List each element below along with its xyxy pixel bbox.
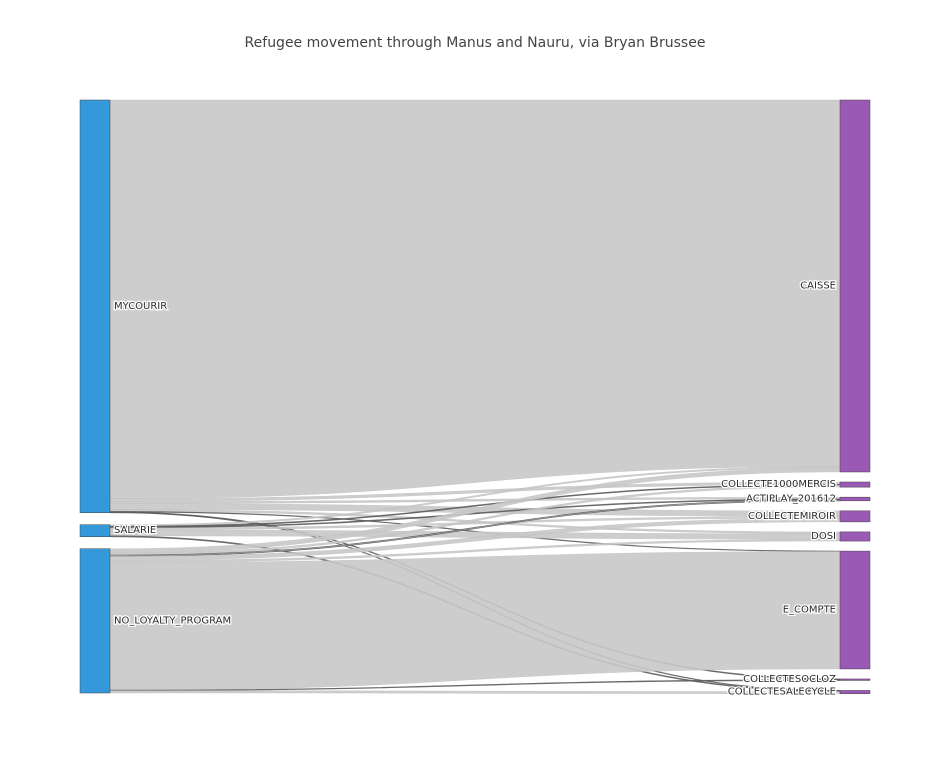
node-collectesocloz[interactable] [839,678,871,681]
node-collectemiroir[interactable] [839,510,871,523]
node-collecte1000mercis[interactable] [839,481,871,488]
node-collectesalecycle[interactable] [839,690,871,695]
node-e-compte[interactable] [839,550,871,670]
node-label-no-loyalty-program: NO_LOYALTY_PROGRAM [114,615,231,626]
node-mycourir[interactable] [79,99,111,513]
node-actiplay-201612[interactable] [839,496,871,502]
node-label-collecte1000mercis: COLLECTE1000MERCIS [721,479,836,490]
node-label-e-compte: E_COMPTE [783,605,836,616]
labels-layer: MYCOURIR SALARIE NO_LOYALTY_PROGRAM CAISSE C… [113,279,838,699]
node-caisse[interactable] [839,99,871,473]
node-label-salarie: SALARIE [114,525,156,536]
node-label-caisse: CAISSE [800,280,836,291]
node-label-collectemiroir: COLLECTEMIROIR [748,511,836,522]
node-label-dosi: DOSI [811,531,836,542]
node-label-mycourir: MYCOURIR [114,301,167,312]
nodes-layer [79,99,871,695]
node-salarie[interactable] [79,524,111,537]
links-layer [109,99,841,695]
chart-title: Refugee movement through Manus and Nauru… [244,35,706,51]
node-label-collectesalecycle: COLLECTESALECYCLE [728,687,836,698]
node-label-collectesocloz: COLLECTESOCLOZ [743,674,836,685]
link-mycourir-to-caisse[interactable] [109,99,841,499]
node-label-actiplay-201612: ACTIPLAY_201612 [746,493,836,504]
node-dosi[interactable] [839,531,871,542]
node-no-loyalty-program[interactable] [79,548,111,694]
